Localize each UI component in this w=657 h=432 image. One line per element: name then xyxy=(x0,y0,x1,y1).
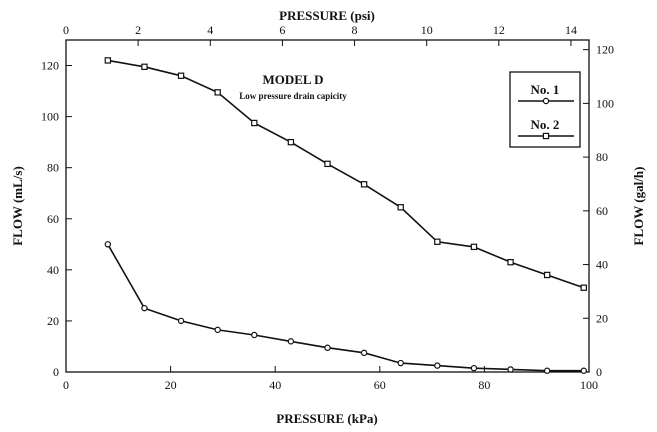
data-point-no1 xyxy=(324,344,331,351)
series-line-no1 xyxy=(107,243,584,372)
y-tick-label: 40 xyxy=(47,263,59,277)
y-tick-label: 80 xyxy=(47,161,59,175)
left-axis-ticks: 0 20 40 60 80 100 120 xyxy=(41,59,72,379)
data-point-no1 xyxy=(580,367,587,374)
data-point-no2 xyxy=(251,119,258,127)
series-no2 xyxy=(104,57,587,291)
data-point-no2 xyxy=(543,271,551,279)
plot-frame xyxy=(65,39,590,373)
data-point-no2 xyxy=(470,243,478,251)
x-tick-label: 60 xyxy=(374,378,386,392)
legend-label-no2: No. 2 xyxy=(531,117,560,132)
data-point-no1 xyxy=(397,359,404,367)
x-tick-label: 80 xyxy=(478,378,490,392)
data-point-no2 xyxy=(397,204,404,211)
y2-tick-label: 60 xyxy=(596,204,608,218)
series-no1 xyxy=(104,241,587,374)
top-axis-ticks: 0 2 4 6 8 10 12 14 xyxy=(63,23,577,46)
data-point-no2 xyxy=(177,72,185,79)
y2-tick-label: 80 xyxy=(596,150,608,164)
x-tick-label: 20 xyxy=(165,378,177,392)
data-point-no2 xyxy=(324,160,331,168)
data-point-no1 xyxy=(214,326,221,334)
right-axis-ticks: 0 20 40 60 80 100 120 xyxy=(583,43,614,379)
top-axis-title: PRESSURE (psi) xyxy=(279,8,375,23)
y2-tick-label: 120 xyxy=(596,43,614,57)
x2-tick-label: 6 xyxy=(279,23,285,37)
bottom-axis-title: PRESSURE (kPa) xyxy=(276,411,378,426)
x-tick-label: 40 xyxy=(269,378,281,392)
x2-tick-label: 10 xyxy=(421,23,433,37)
data-point-no1 xyxy=(507,366,514,373)
data-point-no1 xyxy=(287,338,295,345)
y-tick-label: 120 xyxy=(41,59,59,73)
x2-tick-label: 0 xyxy=(63,23,69,37)
data-point-no1 xyxy=(543,367,551,374)
y2-tick-label: 20 xyxy=(596,311,608,325)
y2-tick-label: 0 xyxy=(596,365,602,379)
data-point-no2 xyxy=(580,284,587,291)
data-point-no2 xyxy=(360,181,368,188)
data-point-no2 xyxy=(141,63,148,71)
chart-title: MODEL D xyxy=(262,72,323,87)
data-point-no1 xyxy=(360,349,368,357)
series-line-no2 xyxy=(107,59,585,289)
x2-tick-label: 2 xyxy=(135,23,141,37)
legend-label-no1: No. 1 xyxy=(531,82,560,97)
data-point-no2 xyxy=(287,138,295,146)
data-point-no2 xyxy=(104,57,112,64)
x2-tick-label: 8 xyxy=(352,23,358,37)
legend: No. 1 No. 2 xyxy=(509,71,581,148)
y2-tick-label: 100 xyxy=(596,96,614,110)
x2-tick-label: 12 xyxy=(493,23,505,37)
chart-subtitle: Low pressure drain capicity xyxy=(239,91,347,101)
left-axis-title: FLOW (mL/s) xyxy=(10,166,25,246)
data-point-no2 xyxy=(434,238,441,245)
legend-marker-no1 xyxy=(542,97,550,105)
x-tick-label: 0 xyxy=(63,378,69,392)
x2-tick-label: 14 xyxy=(565,23,577,37)
y-tick-label: 0 xyxy=(53,365,59,379)
data-point-no1 xyxy=(177,317,185,325)
data-point-no2 xyxy=(507,258,514,266)
data-point-no1 xyxy=(434,362,441,369)
y2-tick-label: 40 xyxy=(596,258,608,272)
x-tick-label: 100 xyxy=(580,378,598,392)
y-tick-label: 100 xyxy=(41,110,59,124)
data-point-no1 xyxy=(141,304,148,312)
right-axis-title: FLOW (gal/h) xyxy=(631,167,646,246)
y-tick-label: 20 xyxy=(47,314,59,328)
data-point-no2 xyxy=(214,89,221,96)
data-point-no1 xyxy=(104,241,112,248)
data-point-no1 xyxy=(470,364,478,372)
data-point-no1 xyxy=(251,331,258,339)
x2-tick-label: 4 xyxy=(207,23,213,37)
legend-marker-no2 xyxy=(542,132,550,140)
y-tick-label: 60 xyxy=(47,212,59,226)
series-layer xyxy=(104,57,587,374)
